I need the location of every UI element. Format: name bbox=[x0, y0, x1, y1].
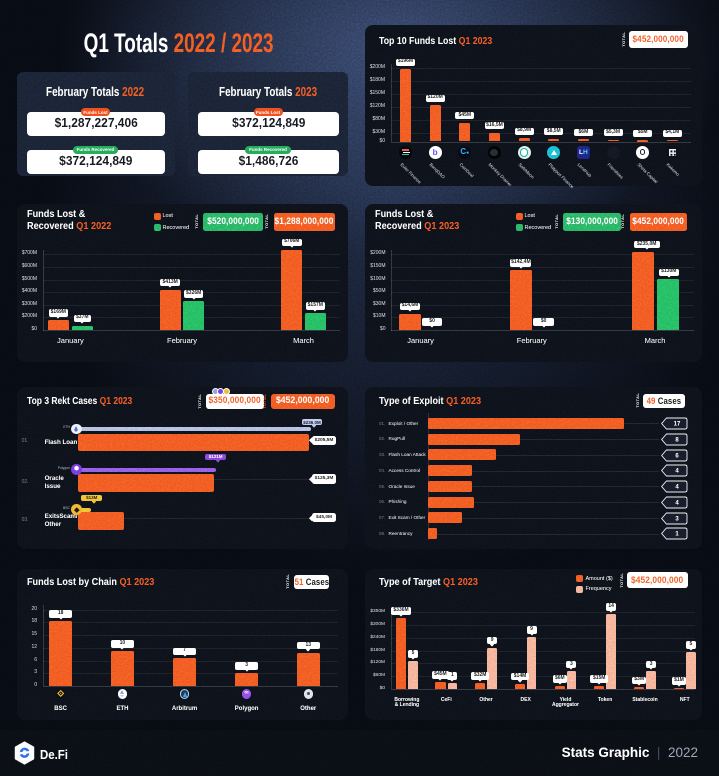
svg-text:17: 17 bbox=[674, 422, 681, 428]
